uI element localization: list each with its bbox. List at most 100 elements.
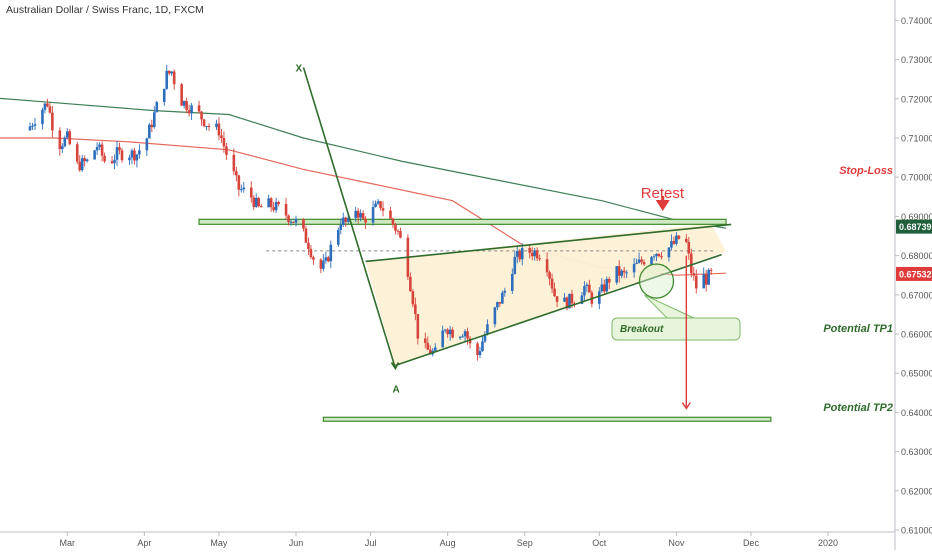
- candle-body: [259, 206, 263, 208]
- candle-body: [85, 159, 89, 162]
- candle-body: [361, 213, 365, 219]
- take-profit-2-zone: [322, 416, 772, 422]
- candle-body: [302, 218, 305, 229]
- x-tick-label: Nov: [668, 538, 685, 548]
- candle-body: [530, 252, 534, 257]
- candle-body: [411, 291, 415, 305]
- candle-body: [269, 198, 273, 208]
- candle-body: [324, 257, 328, 261]
- candle-body: [46, 103, 49, 107]
- x-tick-label: Dec: [743, 538, 760, 548]
- candle-body: [588, 284, 591, 293]
- drawing-shapes: [198, 218, 772, 422]
- candle-body: [356, 210, 360, 218]
- candle-body: [249, 187, 253, 198]
- candle-body: [707, 269, 710, 285]
- candles: [28, 64, 713, 361]
- price-label-box: [896, 219, 932, 234]
- price-label: 0.68739: [899, 222, 932, 232]
- y-tick-label: 0.72000: [901, 94, 932, 104]
- candle-body: [51, 112, 54, 131]
- candle-body: [692, 273, 696, 276]
- annotation-labels: X A Retest Stop-Loss Potential TP1 Potential …: [295, 63, 893, 414]
- candle-body: [548, 272, 551, 279]
- candle-body: [394, 224, 397, 231]
- candle-body: [483, 334, 487, 342]
- candle-body: [657, 253, 661, 257]
- price-label-box: [896, 266, 932, 281]
- candle-body: [399, 231, 402, 238]
- candle-body: [307, 242, 310, 249]
- candle-body: [468, 338, 472, 344]
- candle-body: [580, 295, 584, 304]
- candle-body: [240, 189, 243, 191]
- candle-body: [225, 146, 228, 155]
- candle-body: [585, 284, 589, 287]
- candle-body: [344, 217, 348, 222]
- y-tick-label: 0.65000: [901, 369, 932, 379]
- candle-body: [98, 144, 101, 148]
- candle-body: [625, 272, 628, 274]
- candle-body: [510, 273, 514, 291]
- candle-body: [93, 150, 96, 160]
- candle-body: [642, 261, 646, 265]
- candle-body: [322, 260, 325, 269]
- candle-body: [607, 278, 611, 283]
- candle-body: [341, 217, 345, 225]
- wedge-lower-line: [395, 253, 722, 367]
- candle-body: [667, 247, 671, 258]
- candle-body: [274, 201, 278, 211]
- candle-body: [43, 103, 47, 110]
- candle-body: [498, 302, 502, 304]
- candle-body: [110, 161, 114, 164]
- candle-body: [31, 125, 34, 127]
- candle-body: [376, 201, 380, 204]
- candle-body: [187, 110, 191, 114]
- candle-body: [640, 259, 643, 262]
- y-tick-label: 0.61000: [901, 526, 932, 536]
- x-tick-label: 2020: [818, 538, 838, 548]
- candle-body: [309, 248, 313, 258]
- candle-body: [670, 241, 673, 248]
- candle-body: [217, 123, 221, 136]
- candle-body: [371, 207, 375, 223]
- candle-body: [170, 71, 174, 74]
- candle-body: [235, 171, 238, 176]
- price-label: 0.67532: [899, 269, 932, 279]
- candle-body: [364, 218, 367, 223]
- candle-body: [83, 158, 86, 162]
- candle-body: [165, 70, 169, 89]
- candle-body: [95, 147, 99, 151]
- candle-body: [672, 241, 676, 244]
- candle-body: [389, 210, 392, 219]
- candle-body: [501, 292, 504, 304]
- candle-body: [294, 218, 298, 223]
- candle-body: [689, 253, 693, 274]
- candle-body: [533, 250, 536, 257]
- candle-body: [448, 329, 452, 335]
- candle-body: [426, 342, 430, 350]
- candle-body: [478, 351, 482, 356]
- candle-body: [312, 257, 315, 260]
- candle-body: [493, 307, 497, 325]
- candle-body: [637, 259, 641, 263]
- candle-body: [568, 293, 571, 309]
- label-x: X: [295, 63, 302, 74]
- candle-body: [443, 329, 447, 331]
- moving-average-slow: [0, 97, 727, 229]
- candle-body: [496, 302, 499, 308]
- candle-body: [423, 338, 427, 343]
- candle-body: [133, 150, 136, 161]
- candle-body: [200, 111, 203, 120]
- candle-body: [528, 248, 531, 253]
- y-tick-label: 0.62000: [901, 486, 932, 496]
- label-breakout: Breakout: [620, 324, 664, 335]
- candle-body: [486, 324, 489, 335]
- x-tick-label: Jun: [289, 538, 304, 548]
- candle-body: [68, 131, 72, 145]
- candle-body: [197, 105, 201, 112]
- candle-body: [254, 197, 258, 207]
- candle-body: [58, 130, 62, 150]
